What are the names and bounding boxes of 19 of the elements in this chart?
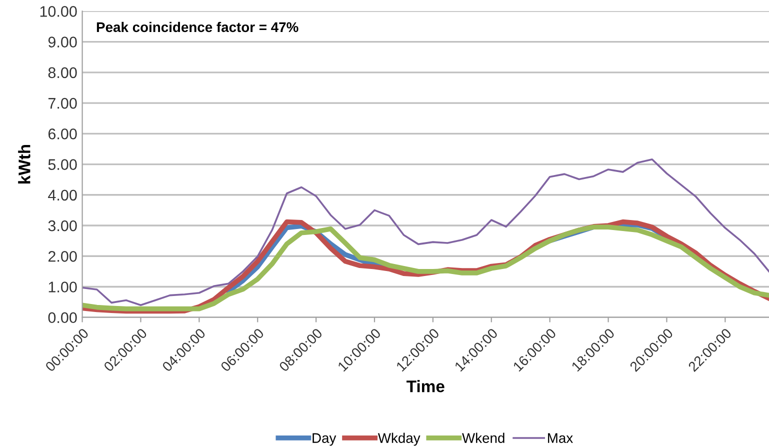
y-tick-label: 7.00 (48, 98, 77, 109)
legend-label: Wkday (378, 432, 420, 446)
y-tick-label: 4.00 (48, 190, 77, 201)
y-tick-label: 1.00 (48, 282, 77, 292)
line-series (82, 158, 769, 306)
y-tick-label: 8.00 (48, 67, 77, 78)
y-tick-label: 2.00 (48, 251, 77, 262)
legend-label: Wkend (462, 432, 504, 443)
y-tick-label: 0.00 (48, 312, 77, 324)
legend-label: Max (548, 433, 573, 443)
y-tick-label: 9.00 (48, 36, 77, 48)
x-axis-title: Time (406, 380, 444, 392)
y-tick-label: 10.00 (40, 6, 77, 17)
y-tick-label: 5.00 (48, 159, 77, 170)
legend-label: Day (312, 433, 336, 446)
y-tick-label: 6.00 (48, 128, 77, 140)
y-axis-title: kWth (18, 144, 30, 184)
y-tick-label: 3.00 (48, 220, 77, 232)
annotation: Peak coincidence factor = 47% (96, 22, 298, 32)
